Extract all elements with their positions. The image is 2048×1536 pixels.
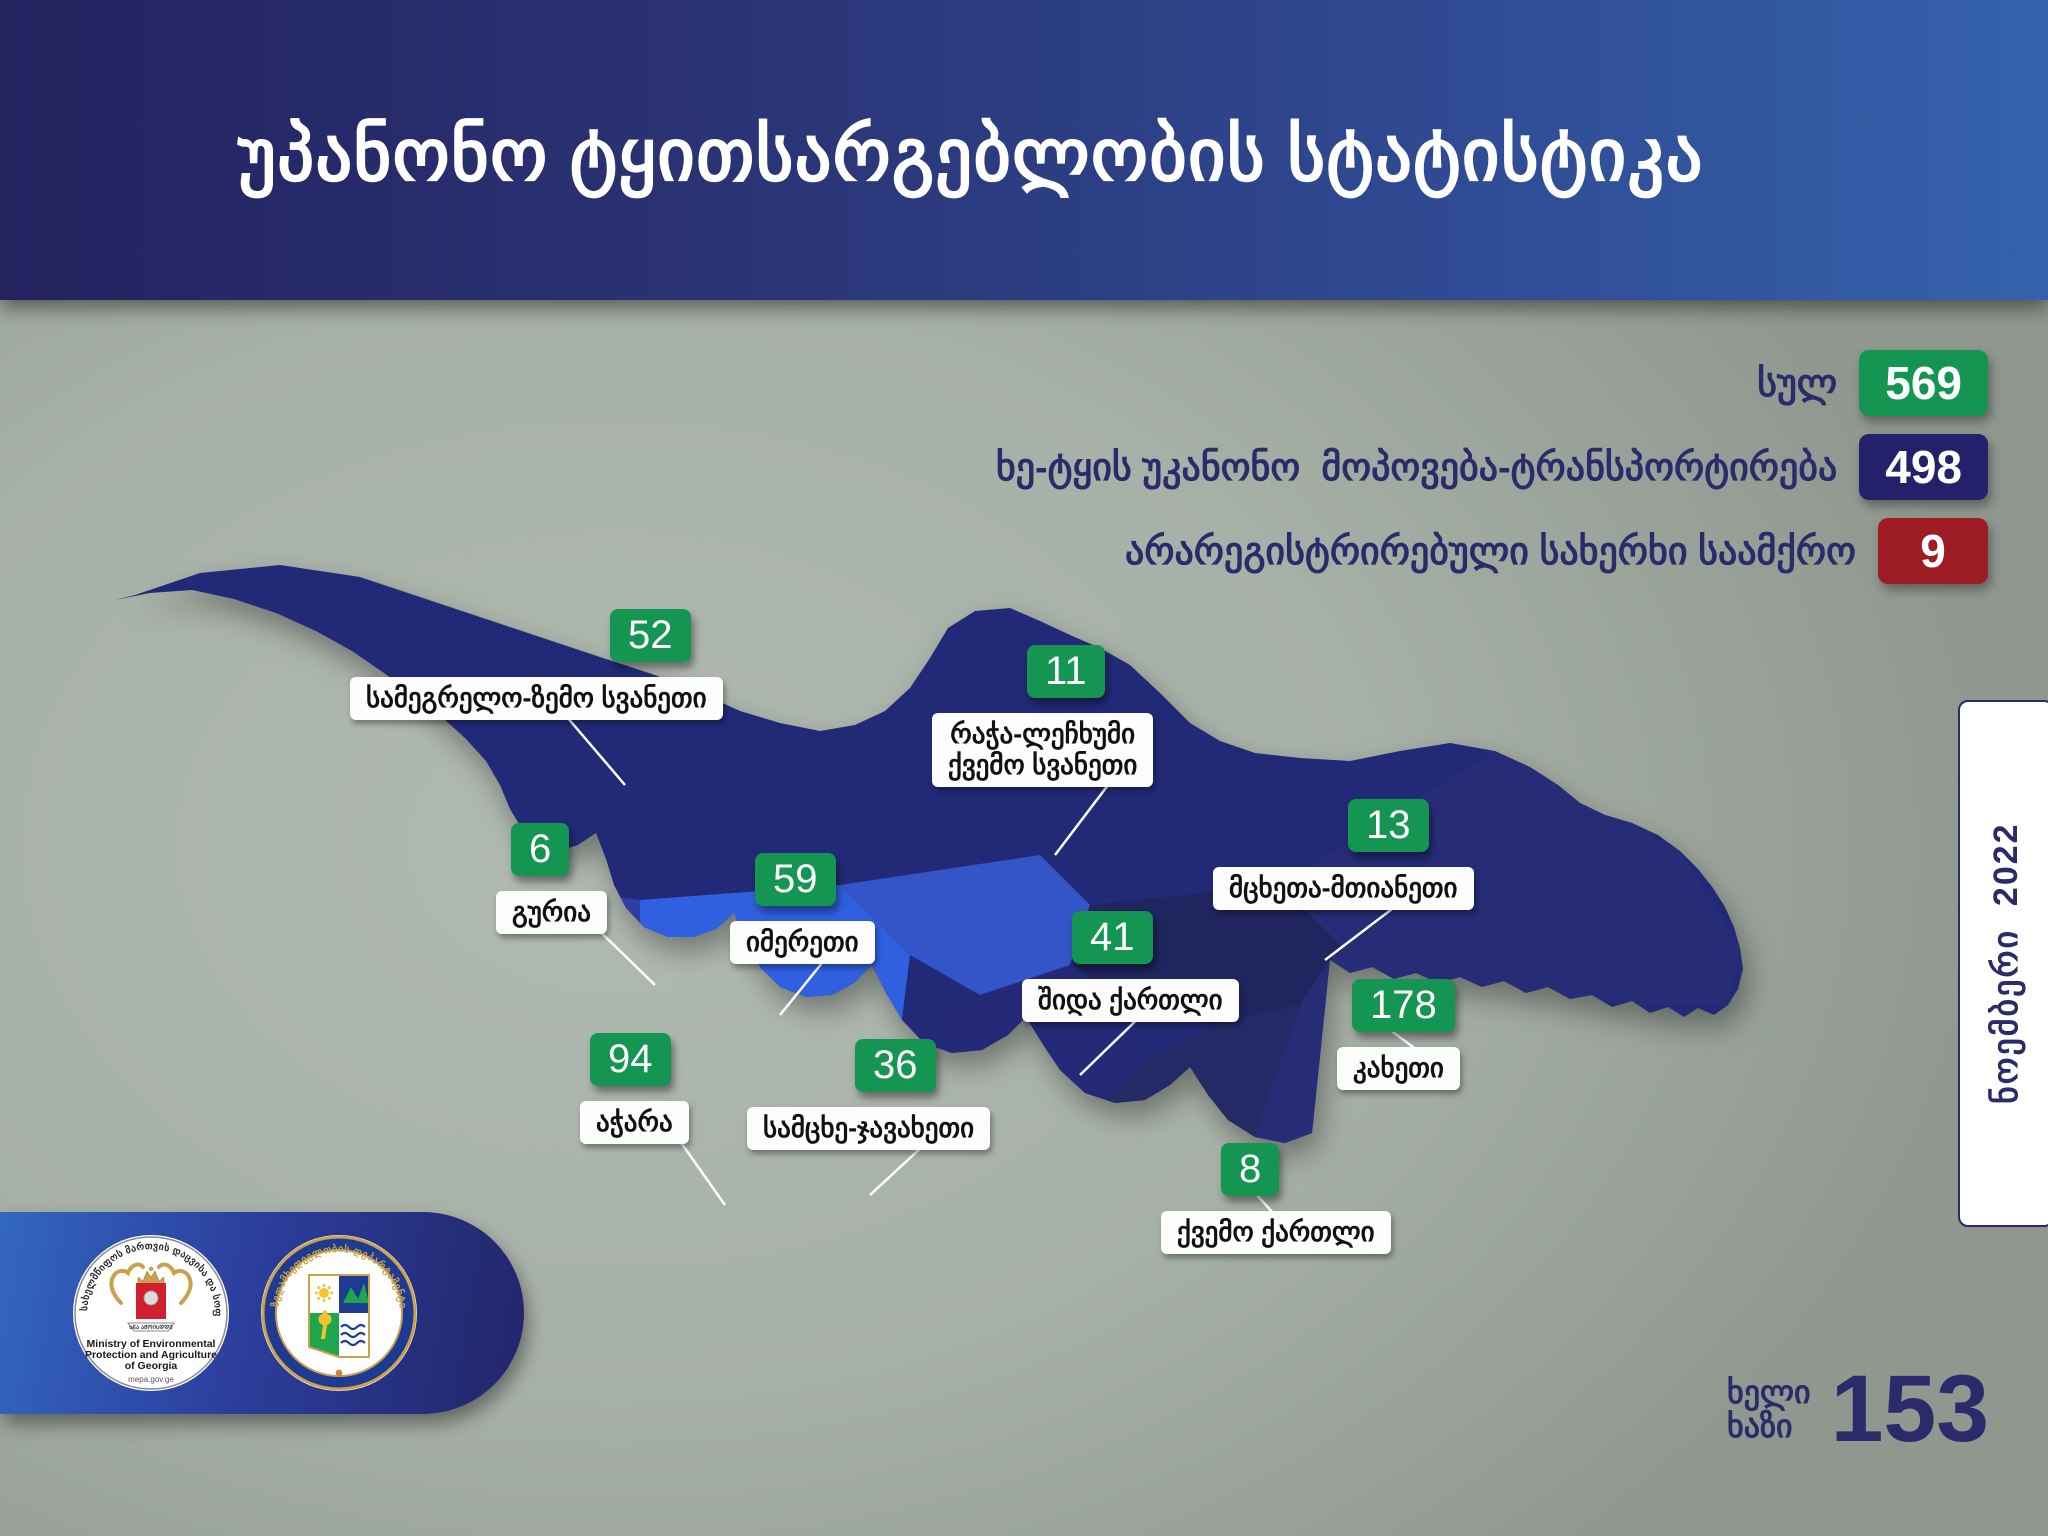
svg-text:of Georgia: of Georgia (125, 1360, 178, 1372)
svg-text:mepa.gov.ge: mepa.gov.ge (128, 1375, 174, 1384)
svg-text:ᲡᲀᲐ ᲐᲛᲝᲘᲡᲓᲓᲔ: ᲡᲀᲐ ᲐᲛᲝᲘᲡᲓᲓᲔ (129, 1324, 173, 1331)
